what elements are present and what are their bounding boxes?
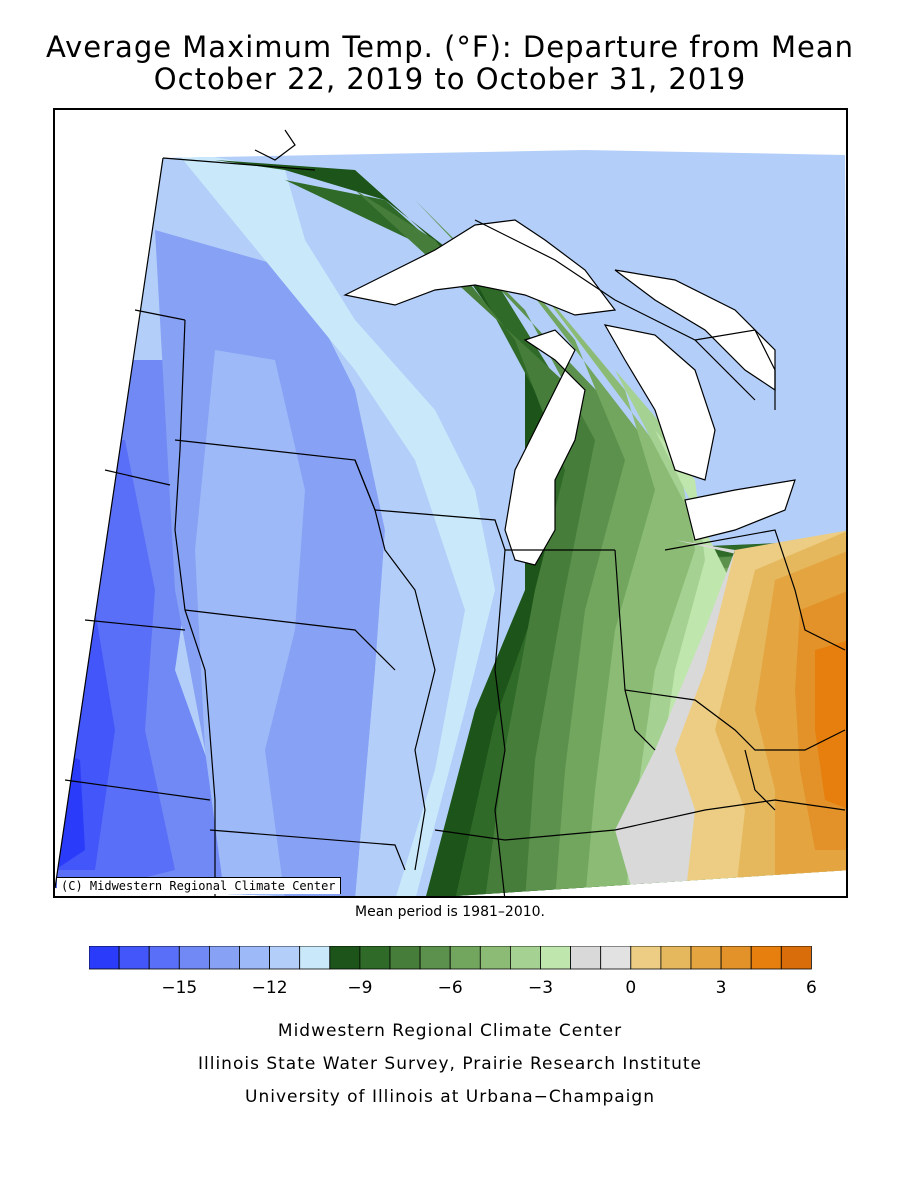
credit-mrcc: Midwestern Regional Climate Center (277, 1021, 623, 1041)
legend-swatch (359, 946, 391, 970)
legend-swatch (178, 946, 210, 970)
legend-tick-label: 0 (625, 978, 636, 998)
map-date-range: October 22, 2019 to October 31, 2019 (153, 62, 747, 96)
legend-swatch (148, 946, 180, 970)
legend-swatch (449, 946, 481, 970)
legend-swatch (89, 946, 120, 970)
legend-swatch (540, 946, 572, 970)
legend-swatch (509, 946, 541, 970)
legend-swatch (600, 946, 632, 970)
legend-tick-label: 6 (806, 978, 817, 998)
legend-swatch (239, 946, 271, 970)
map-copyright: (C) Midwestern Regional Climate Center (57, 877, 341, 894)
legend-swatch (419, 946, 451, 970)
legend-swatch (630, 946, 662, 970)
legend-tick-label: −12 (252, 978, 288, 998)
legend-tick-label: −6 (438, 978, 463, 998)
map-panel: (C) Midwestern Regional Climate Center (53, 108, 848, 898)
legend-tick-label: −9 (347, 978, 372, 998)
legend-tick-label: 3 (716, 978, 727, 998)
legend-swatch (570, 946, 602, 970)
legend-swatch (690, 946, 722, 970)
credit-uiuc: University of Illinois at Urbana−Champai… (245, 1087, 655, 1107)
legend-swatch (299, 946, 331, 970)
legend-swatch (269, 946, 301, 970)
legend-swatch (660, 946, 692, 970)
legend-tick-label: −15 (161, 978, 197, 998)
legend-swatch (389, 946, 421, 970)
credit-isws: Illinois State Water Survey, Prairie Res… (198, 1054, 702, 1074)
legend-swatch (479, 946, 511, 970)
legend-tick-label: −3 (528, 978, 553, 998)
legend-swatch (329, 946, 361, 970)
coastline-and-borders (55, 129, 846, 896)
legend-swatch (750, 946, 782, 970)
color-legend: −15 −12 −9 −6 −3 0 3 6 (89, 946, 817, 998)
legend-swatch (780, 946, 812, 970)
shaded-field (55, 150, 846, 896)
legend-swatch (118, 946, 150, 970)
mean-period-note: Mean period is 1981–2010. (355, 904, 545, 920)
temperature-departure-map (55, 129, 846, 896)
legend-swatch (720, 946, 752, 970)
map-title: Average Maximum Temp. (°F): Departure fr… (45, 30, 855, 64)
legend-swatch (209, 946, 240, 970)
